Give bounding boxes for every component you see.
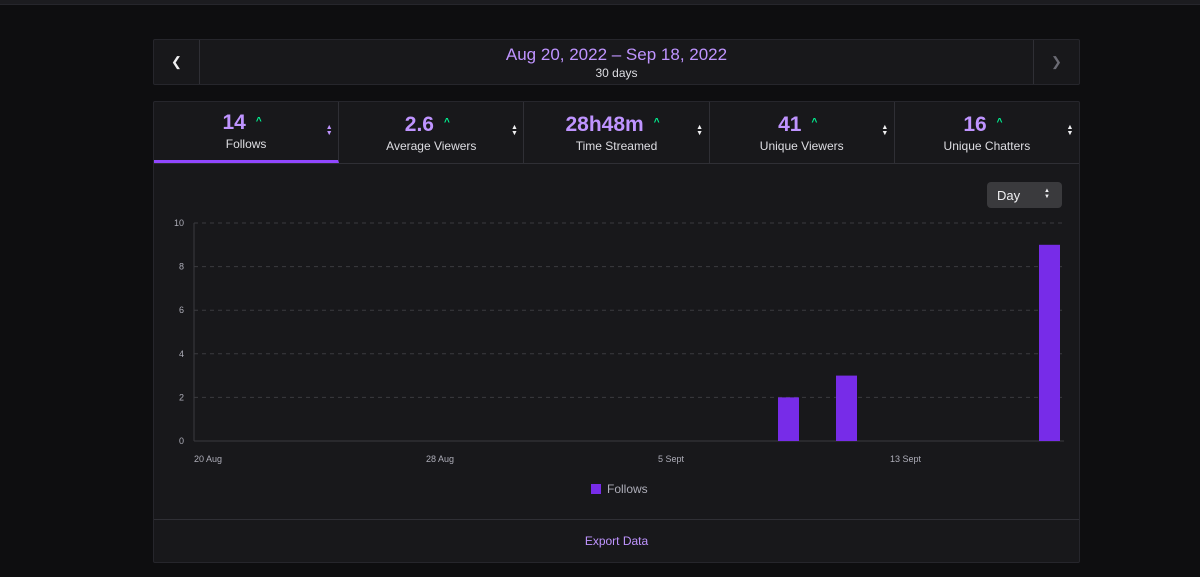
legend-swatch: [591, 484, 601, 494]
y-tick-label: 0: [179, 436, 184, 446]
chevron-left-icon: ❮: [171, 54, 182, 69]
stat-label: Time Streamed: [575, 138, 658, 153]
trend-up-icon: ^: [653, 117, 660, 128]
y-tick-label: 8: [179, 262, 184, 272]
trend-up-icon: ^: [996, 117, 1003, 128]
period-select-value: Day: [997, 187, 1021, 203]
stat-value: 14: [222, 111, 246, 134]
export-data-link[interactable]: Export Data: [584, 534, 649, 548]
period-select[interactable]: Day ▲ ▼: [987, 182, 1062, 208]
y-tick-label: 10: [174, 218, 184, 228]
stat-label: Unique Viewers: [759, 138, 844, 153]
stat-tab-follows[interactable]: 14 ^ Follows ▲ ▼: [154, 102, 340, 163]
chevron-up-down-icon: ▲ ▼: [1044, 188, 1050, 200]
sort-icon[interactable]: ▲ ▼: [696, 124, 704, 137]
legend-label: Follows: [607, 482, 648, 496]
sort-icon[interactable]: ▲ ▼: [510, 124, 518, 137]
chevron-right-icon: ❯: [1051, 54, 1062, 69]
analytics-panel: 14 ^ Follows ▲ ▼ 2.6 ^ Average Viewers ▲ ▼…: [153, 101, 1080, 563]
date-range-length: 30 days: [595, 65, 638, 80]
stat-label: Average Viewers: [386, 138, 477, 153]
stat-tab-unique-viewers[interactable]: 41 ^ Unique Viewers ▲ ▼: [710, 102, 895, 163]
chart-legend: Follows: [591, 482, 648, 496]
x-tick-label: 5 Sept: [658, 454, 685, 464]
stat-tab-average-viewers[interactable]: 2.6 ^ Average Viewers ▲ ▼: [339, 102, 525, 163]
next-range-button[interactable]: ❯: [1033, 40, 1079, 84]
follows-chart: 0 2 4 6 8 10 20 Aug 28 Aug 5 Sept 13 Sept: [174, 218, 1064, 464]
trend-up-icon: ^: [255, 115, 262, 127]
previous-range-button[interactable]: ❮: [154, 40, 200, 84]
date-range-title: Aug 20, 2022 – Sep 18, 2022: [505, 44, 728, 64]
stat-value: 16: [963, 112, 987, 136]
sort-icon[interactable]: ▲ ▼: [881, 124, 889, 137]
trend-up-icon: ^: [443, 117, 450, 128]
bar-11-sept: [836, 375, 857, 441]
stat-value: 28h48m: [565, 112, 644, 136]
x-tick-label: 28 Aug: [426, 454, 454, 464]
bar-18-sept: [1039, 244, 1060, 441]
stat-tabs: 14 ^ Follows ▲ ▼ 2.6 ^ Average Viewers ▲ ▼…: [154, 102, 1079, 164]
y-tick-label: 6: [179, 305, 184, 315]
date-range-display: Aug 20, 2022 – Sep 18, 2022 30 days: [200, 40, 1033, 84]
stat-tab-unique-chatters[interactable]: 16 ^ Unique Chatters ▲ ▼: [895, 102, 1079, 163]
sort-icon[interactable]: ▲ ▼: [1066, 124, 1074, 137]
bar-9-sept: [778, 397, 799, 441]
stat-value: 41: [778, 112, 802, 136]
y-tick-label: 4: [179, 349, 184, 359]
stat-label: Follows: [225, 137, 267, 151]
date-range-bar: ❮ Aug 20, 2022 – Sep 18, 2022 30 days ❯: [153, 39, 1080, 85]
stat-tab-time-streamed[interactable]: 28h48m ^ Time Streamed ▲ ▼: [524, 102, 710, 163]
export-row: Export Data: [154, 519, 1079, 562]
sort-icon[interactable]: ▲ ▼: [325, 124, 333, 137]
stat-label: Unique Chatters: [943, 138, 1031, 153]
x-tick-label: 20 Aug: [194, 454, 222, 464]
window-top-edge: [0, 0, 1200, 5]
trend-up-icon: ^: [811, 117, 818, 128]
y-tick-label: 2: [179, 392, 184, 402]
stat-value: 2.6: [404, 112, 434, 136]
x-tick-label: 13 Sept: [890, 454, 922, 464]
